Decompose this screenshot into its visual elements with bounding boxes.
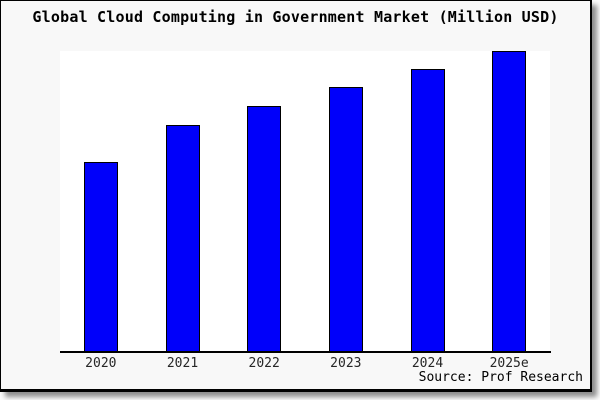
x-tick-label: 2021 <box>166 356 199 371</box>
chart-frame: Global Cloud Computing in Government Mar… <box>0 0 592 392</box>
x-tick-label: 2024 <box>411 356 444 371</box>
bar-2020 <box>83 162 118 351</box>
x-tick-label: 2020 <box>85 356 117 371</box>
source-credit: Source: Prof Research <box>418 370 583 385</box>
bar-2024 <box>410 69 445 351</box>
bar-2025e <box>492 51 527 351</box>
x-tick-label: 2023 <box>330 356 362 371</box>
x-axis-labels: 2020 2021 2022 2023 2024 2025e <box>60 356 550 372</box>
x-tick-label: 2025e <box>489 356 529 371</box>
bar-2021 <box>165 125 200 351</box>
x-tick-label: 2022 <box>248 356 280 371</box>
chart-title: Global Cloud Computing in Government Mar… <box>32 8 559 26</box>
plot-area <box>60 51 550 351</box>
x-axis-line <box>60 351 551 353</box>
bar-2023 <box>328 87 363 351</box>
bar-2022 <box>247 106 282 351</box>
